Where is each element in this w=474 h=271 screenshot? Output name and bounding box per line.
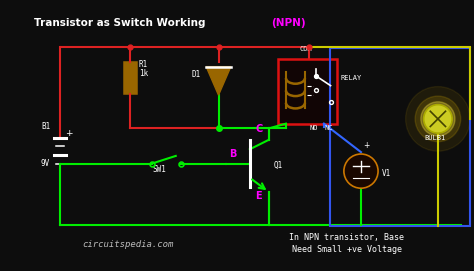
Circle shape [406,87,470,151]
Text: B1: B1 [41,122,50,131]
Text: +: + [64,129,72,138]
Text: (NPN): (NPN) [271,18,306,28]
Text: RELAY: RELAY [340,75,361,81]
Text: BULB1: BULB1 [425,135,446,141]
Text: R1: R1 [139,60,148,69]
Circle shape [344,154,378,188]
Text: 1k: 1k [139,69,148,78]
Circle shape [424,105,452,133]
Circle shape [421,102,455,136]
Text: COM: COM [299,46,312,53]
Text: In NPN transistor, Base: In NPN transistor, Base [289,233,404,241]
Text: 9V: 9V [41,159,50,168]
Text: Transistor as Switch Working: Transistor as Switch Working [34,18,209,28]
Circle shape [415,96,461,142]
Text: Q1: Q1 [273,161,283,170]
Text: B: B [229,149,237,159]
Text: E: E [255,191,262,201]
Text: NO: NO [310,125,318,131]
Text: C: C [255,124,263,134]
Bar [124,62,137,94]
Text: Need Small +ve Voltage: Need Small +ve Voltage [292,245,402,254]
Text: D1: D1 [192,70,201,79]
Text: V1: V1 [382,169,391,178]
Text: circuitspedia.com: circuitspedia.com [82,240,174,249]
Text: +: + [363,141,369,150]
Text: SW1: SW1 [153,165,166,174]
Polygon shape [206,67,231,95]
Bar [278,59,337,124]
Bar [329,48,470,226]
Text: NC: NC [325,125,333,131]
